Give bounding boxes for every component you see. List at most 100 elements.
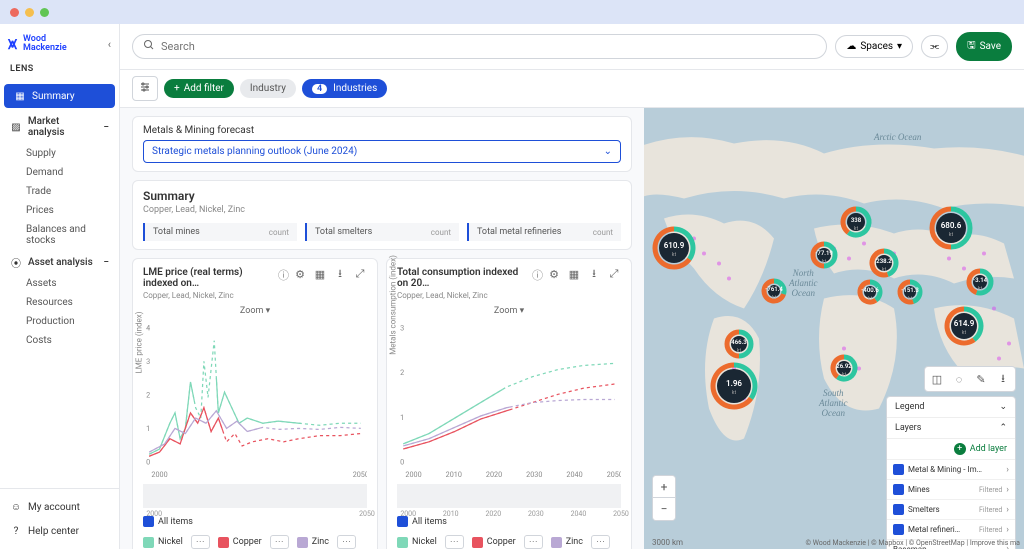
legend-more-button[interactable]: ⋯ (591, 535, 610, 549)
nav-sub-production[interactable]: Production (0, 312, 119, 331)
map-donut[interactable]: -151.3kt (895, 277, 925, 307)
legend-zinc[interactable]: Zinc (297, 537, 329, 548)
info-icon[interactable]: ⓘ (278, 267, 289, 283)
svg-text:610.9: 610.9 (664, 241, 685, 250)
nav-help[interactable]: ? Help center (0, 519, 119, 543)
select-rect-icon[interactable]: ◫ (928, 370, 946, 388)
zoom-dropdown[interactable]: Zoom ▾ (143, 306, 367, 316)
industry-chip[interactable]: Industry (240, 79, 296, 98)
search-box[interactable] (132, 34, 827, 59)
stat-count: count (431, 228, 451, 237)
map-donut[interactable]: -77.19kt (808, 239, 840, 271)
expand-icon[interactable]: ⤢ (353, 267, 367, 281)
add-filter-button[interactable]: + Add filter (164, 79, 234, 98)
legend-copper[interactable]: Copper (472, 537, 516, 548)
chart-card: Total consumption indexed on 20… ⓘ ⚙ ▦ ⭳… (386, 258, 632, 549)
zoom-dropdown[interactable]: Zoom ▾ (397, 306, 621, 316)
legend-zinc[interactable]: Zinc (551, 537, 583, 548)
zoom-in-button[interactable]: + (653, 476, 675, 498)
layer-checkbox[interactable] (893, 484, 904, 495)
mini-chart[interactable]: 200020102020203020402050 (397, 484, 621, 508)
map-donut[interactable]: -400.6kt (855, 277, 885, 307)
layer-item[interactable]: Metal & Mining - Im…› (887, 459, 1015, 479)
layer-item[interactable]: Metal refineri…Filtered› (887, 519, 1015, 539)
chart-subtitle: Copper, Lead, Nickel, Zinc (397, 291, 621, 300)
stat-count: count (269, 228, 289, 237)
legend-more-button[interactable]: ⋯ (270, 535, 289, 549)
map-donut[interactable]: 614.9kt (942, 304, 986, 348)
nav-asset-analysis[interactable]: ⦿ Asset analysis − (0, 250, 119, 274)
edit-icon[interactable]: ✎ (972, 370, 990, 388)
industries-chip[interactable]: 4 Industries (302, 79, 387, 98)
map-donut[interactable]: 238.2kt (867, 246, 901, 280)
legend-nickel[interactable]: Nickel (143, 537, 183, 548)
share-button[interactable]: ⫘ (921, 35, 948, 58)
window-close-dot[interactable] (10, 8, 19, 17)
nav-account[interactable]: ☺ My account (0, 495, 119, 519)
add-layer-button[interactable]: + Add layer (887, 439, 1015, 459)
legend-more-button[interactable]: ⋯ (445, 535, 464, 549)
forecast-select[interactable]: Strategic metals planning outlook (June … (143, 140, 621, 163)
expand-icon[interactable]: ⤢ (607, 267, 621, 281)
nav-sub-trade[interactable]: Trade (0, 182, 119, 201)
layer-checkbox[interactable] (893, 464, 904, 475)
window-max-dot[interactable] (40, 8, 49, 17)
spaces-button[interactable]: ☁ Spaces ▾ (835, 35, 913, 58)
collapse-sidebar-button[interactable]: ‹ (108, 38, 111, 51)
download-icon[interactable]: ⭳ (333, 267, 347, 281)
window-min-dot[interactable] (25, 8, 34, 17)
settings-icon[interactable]: ⚙ (293, 267, 307, 281)
zoom-out-button[interactable]: − (653, 498, 675, 520)
nav-market-analysis[interactable]: ▨ Market analysis − (0, 110, 119, 144)
download-icon[interactable]: ⭳ (994, 370, 1012, 388)
mini-chart[interactable]: 20002050 (143, 484, 367, 508)
layer-item[interactable]: SmeltersFiltered› (887, 499, 1015, 519)
settings-icon[interactable]: ⚙ (547, 267, 561, 281)
nav-sub-assets[interactable]: Assets (0, 274, 119, 293)
summary-title: Summary (143, 189, 621, 203)
layer-item[interactable]: MinesFiltered› (887, 479, 1015, 499)
layer-checkbox[interactable] (893, 524, 904, 535)
table-icon[interactable]: ▦ (313, 267, 327, 281)
legend-more-button[interactable]: ⋯ (191, 535, 210, 549)
info-icon[interactable]: ⓘ (532, 267, 543, 283)
legend-nickel[interactable]: Nickel (397, 537, 437, 548)
nav-sub-prices[interactable]: Prices (0, 201, 119, 220)
layer-checkbox[interactable] (893, 504, 904, 515)
filter-settings-button[interactable] (132, 76, 158, 101)
share-icon: ⫘ (930, 41, 939, 52)
nav-sub-supply[interactable]: Supply (0, 144, 119, 163)
download-icon[interactable]: ⭳ (587, 267, 601, 281)
legend-more-button[interactable]: ⋯ (524, 535, 543, 549)
map-donut[interactable]: -761.4kt (759, 276, 789, 306)
nav-sub-resources[interactable]: Resources (0, 293, 119, 312)
user-icon: ☺ (10, 501, 22, 513)
map-donut[interactable]: 1.96kt (708, 360, 760, 412)
legend-copper[interactable]: Copper (218, 537, 262, 548)
map-donut[interactable]: 680.6kt (927, 204, 975, 252)
layers-toggle[interactable]: Layers ⌃ (887, 418, 1015, 439)
search-input[interactable] (161, 40, 816, 53)
chart-body: LME price (index) 0123420002050 (143, 320, 367, 480)
chart-tools: ⚙ ▦ ⭳ ⤢ (293, 267, 367, 281)
save-button[interactable]: 🖫 Save (956, 32, 1012, 61)
nav-sub-costs[interactable]: Costs (0, 331, 119, 350)
industries-label: Industries (333, 83, 377, 94)
select-lasso-icon[interactable]: ◌ (950, 370, 968, 388)
chart-icon: ▨ (10, 121, 22, 133)
table-icon[interactable]: ▦ (567, 267, 581, 281)
legend-more-button[interactable]: ⋯ (337, 535, 356, 549)
map-donut[interactable]: 466.3kt (722, 327, 756, 361)
map-donut[interactable]: 26.92kt (828, 352, 860, 384)
chart-body: Metals consumption (index) 0123200020102… (397, 320, 621, 480)
nav-sub-balances-and-stocks[interactable]: Balances and stocks (0, 220, 119, 250)
nav-sub-demand[interactable]: Demand (0, 163, 119, 182)
legend-toggle[interactable]: Legend ⌄ (887, 397, 1015, 418)
map-donut[interactable]: 610.9kt (650, 224, 698, 272)
svg-text:338: 338 (851, 217, 862, 224)
map-donut[interactable]: -3.14kt (964, 266, 996, 298)
map-panel[interactable]: Arctic OceanNorth Atlantic OceanSouth At… (644, 108, 1024, 549)
nav-summary[interactable]: ▦ Summary (4, 84, 115, 108)
add-filter-label: Add filter (184, 83, 224, 94)
map-donut[interactable]: 338kt (838, 204, 874, 240)
